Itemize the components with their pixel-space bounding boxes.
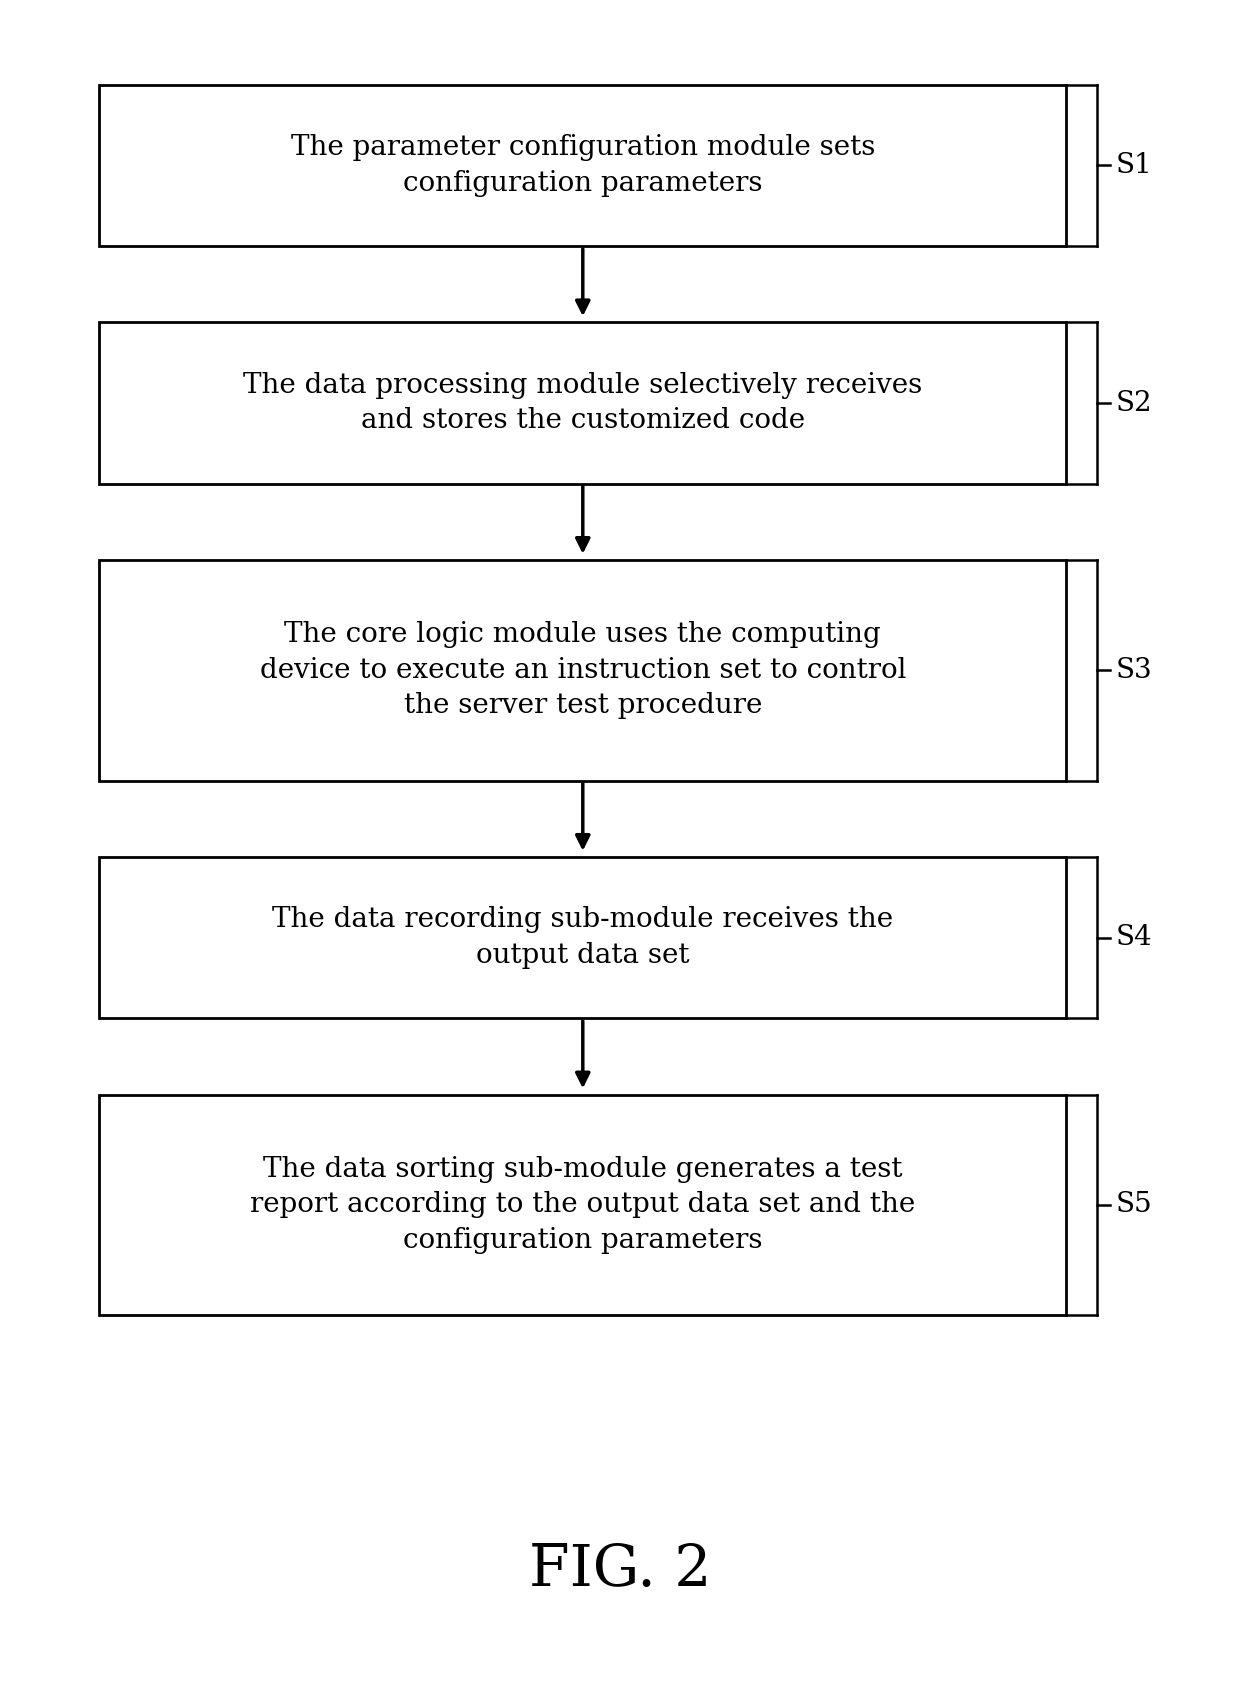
FancyBboxPatch shape	[99, 560, 1066, 781]
Text: S2: S2	[1116, 390, 1153, 416]
FancyBboxPatch shape	[99, 1095, 1066, 1315]
Text: The parameter configuration module sets
configuration parameters: The parameter configuration module sets …	[290, 134, 875, 197]
FancyBboxPatch shape	[99, 85, 1066, 246]
Text: FIG. 2: FIG. 2	[528, 1543, 712, 1597]
Text: S3: S3	[1116, 657, 1153, 684]
Text: The data sorting sub-module generates a test
report according to the output data: The data sorting sub-module generates a …	[250, 1156, 915, 1254]
FancyBboxPatch shape	[99, 857, 1066, 1018]
Text: S4: S4	[1116, 925, 1153, 950]
Text: The core logic module uses the computing
device to execute an instruction set to: The core logic module uses the computing…	[259, 621, 906, 720]
FancyBboxPatch shape	[99, 322, 1066, 484]
Text: The data processing module selectively receives
and stores the customized code: The data processing module selectively r…	[243, 372, 923, 434]
Text: S5: S5	[1116, 1191, 1153, 1218]
Text: S1: S1	[1116, 153, 1153, 178]
Text: The data recording sub-module receives the
output data set: The data recording sub-module receives t…	[273, 906, 893, 969]
